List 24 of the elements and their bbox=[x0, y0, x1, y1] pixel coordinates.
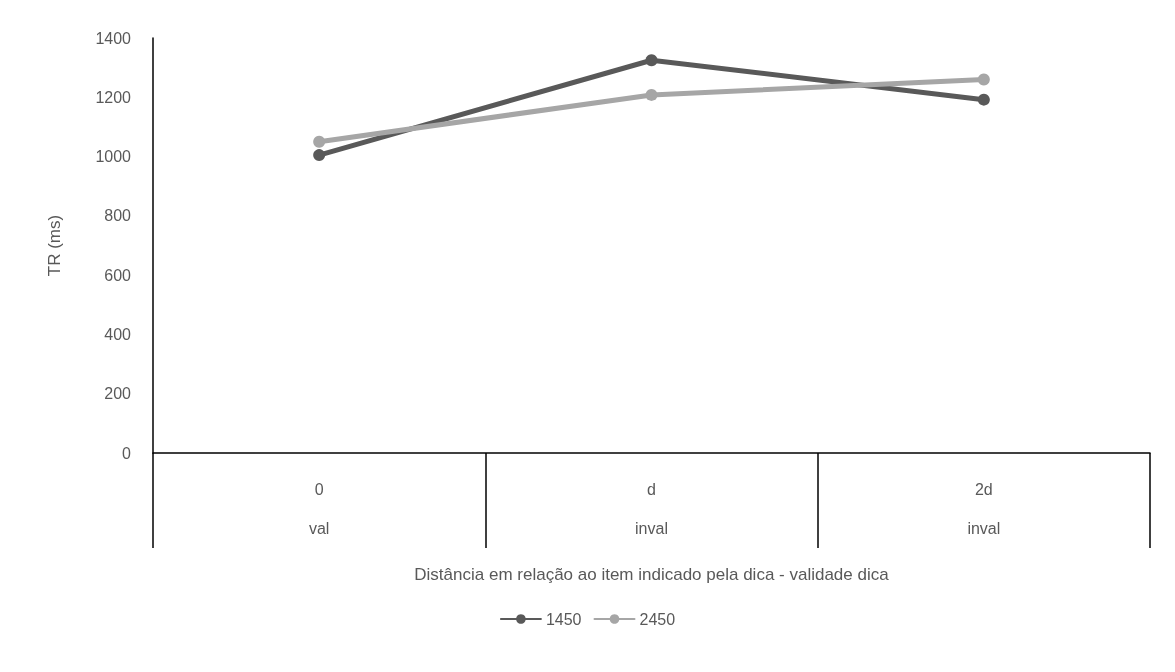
x-tick-label: 2d bbox=[974, 480, 993, 498]
text: val bbox=[308, 519, 330, 537]
y-tick-label: 200 bbox=[104, 385, 132, 403]
point bbox=[645, 54, 658, 67]
y-tick-label: 1200 bbox=[95, 88, 132, 106]
legend-label: 1450 bbox=[545, 610, 582, 628]
y-tick-label: 400 bbox=[104, 325, 132, 343]
x-tick-label: 0 bbox=[314, 480, 324, 498]
legend-label: 2450 bbox=[639, 610, 676, 628]
point bbox=[313, 149, 326, 162]
text: inval bbox=[635, 519, 668, 537]
point bbox=[313, 135, 326, 148]
point bbox=[977, 93, 990, 106]
text: inval bbox=[967, 519, 1001, 537]
y-tick-label: 800 bbox=[104, 207, 132, 225]
point bbox=[977, 73, 990, 86]
y-tick-label: 0 bbox=[122, 444, 132, 462]
x-axis-title: Distância em relação ao item indicado pela dica - validade dica bbox=[414, 565, 890, 584]
y-tick-label: 1400 bbox=[95, 29, 132, 47]
x-tick-label: d bbox=[647, 480, 656, 498]
point bbox=[645, 88, 658, 101]
y-tick-label: 1000 bbox=[95, 148, 132, 166]
y-tick-label: 600 bbox=[104, 266, 132, 284]
y-axis-title: TR (ms) bbox=[45, 214, 64, 277]
